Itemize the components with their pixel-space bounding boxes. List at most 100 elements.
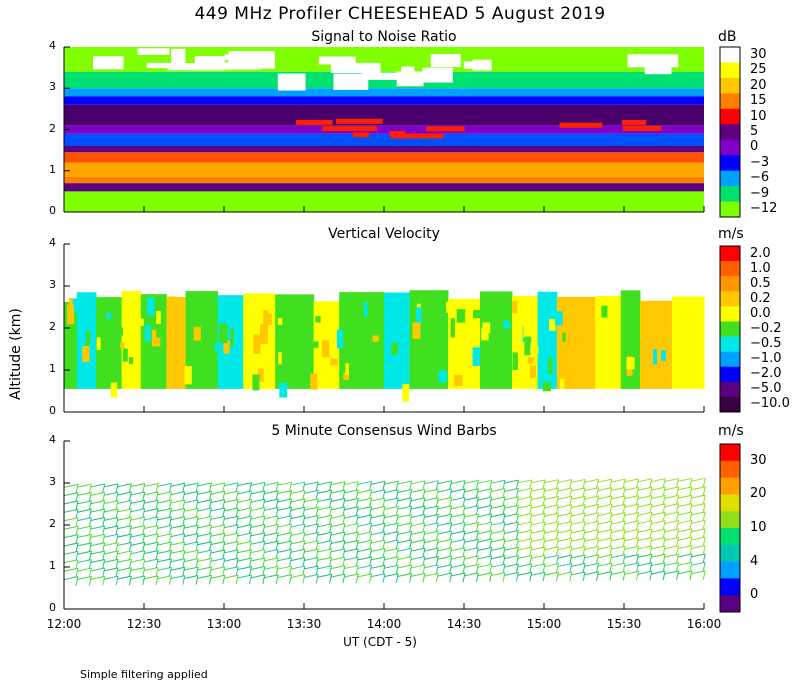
wind-barb-flag	[115, 492, 119, 502]
wind-barb	[584, 478, 599, 483]
wind-barb-flag	[462, 539, 466, 549]
wind-barb-flag	[302, 481, 306, 492]
wind-barb-flag	[689, 520, 693, 530]
wind-barb-flag	[115, 500, 119, 510]
y-tick-label-0-0: 0	[49, 204, 56, 217]
wind-barb-flag	[662, 545, 666, 556]
colorbar-label-0-2: 20	[750, 77, 767, 93]
wind-barb-flag	[75, 568, 79, 578]
wind-barb-flag	[168, 575, 172, 585]
wind-barb-flag	[75, 576, 79, 586]
wind-barb-flag	[502, 505, 506, 515]
wind-barb-flag	[275, 499, 279, 509]
wind-barb-flag	[248, 499, 252, 509]
wind-barb-flag	[689, 537, 693, 547]
wind-barb-flag	[369, 573, 373, 583]
wind-barb	[691, 477, 706, 482]
y-tick-label-0-1: 1	[49, 162, 56, 176]
wind-barb-flag	[395, 548, 399, 558]
wind-barb-flag	[302, 523, 306, 534]
colorbar-segment-1-3	[720, 291, 740, 307]
wind-barb-flag	[649, 478, 653, 488]
wind-barb-flag	[382, 540, 386, 550]
wind-barb-flag	[302, 515, 306, 525]
wind-barb-flag	[502, 538, 506, 549]
wind-barb-flag	[662, 478, 666, 488]
snr-noise-patch	[401, 66, 415, 76]
wind-barb-flag	[635, 512, 639, 522]
wind-barb-flag	[475, 505, 479, 515]
wind-barb-flag	[529, 513, 533, 523]
vv-fleck	[129, 357, 134, 365]
wind-barb-flag	[515, 563, 519, 574]
wind-barb-flag	[168, 483, 172, 493]
wind-barb-flag	[676, 528, 679, 539]
vv-column-9	[275, 294, 315, 389]
wind-barb	[117, 483, 132, 488]
wind-barb-flag	[595, 529, 599, 539]
wind-barb-flag	[155, 500, 159, 510]
wind-barb-flag	[555, 496, 559, 506]
wind-barb-flag	[235, 524, 239, 534]
wind-barb-flag	[435, 522, 439, 532]
wind-barb-flag	[662, 537, 666, 547]
wind-barb-flag	[235, 490, 239, 501]
colorbar-segment-2-0	[720, 444, 740, 462]
vv-fleck	[549, 318, 556, 331]
wind-barb-flag	[128, 542, 132, 552]
wind-barb-flag	[262, 532, 266, 542]
wind-barb-flag	[155, 516, 159, 527]
snr-noise-patch	[430, 53, 461, 68]
wind-barb-flag	[662, 562, 666, 572]
vv-fleck	[68, 297, 73, 308]
wind-barb-flag	[529, 563, 533, 574]
wind-barb-flag	[582, 496, 586, 506]
wind-barb-flag	[635, 504, 639, 514]
wind-barb-flag	[195, 533, 199, 543]
wind-barb-flag	[542, 538, 546, 548]
wind-barb-flag	[676, 545, 679, 555]
vv-fleck	[559, 378, 565, 389]
wind-barb	[570, 478, 586, 483]
wind-barb-flag	[329, 515, 333, 525]
wind-barb-flag	[342, 506, 346, 517]
x-tick-label-15:30: 15:30	[606, 617, 642, 631]
vv-fleck	[156, 311, 161, 324]
wind-barb-flag	[248, 558, 252, 568]
wind-barb-flag	[355, 498, 359, 508]
vv-fleck	[481, 327, 489, 341]
wind-barb-flag	[75, 484, 79, 494]
y-axis-label: Altitude (km)	[8, 308, 24, 400]
wind-barb-flag	[222, 549, 226, 560]
wind-barb-flag	[462, 522, 466, 532]
wind-barb-flag	[142, 575, 146, 586]
wind-barb-flag	[75, 542, 79, 553]
wind-barb-flag	[155, 550, 159, 560]
wind-barb-flag	[449, 480, 453, 490]
vv-fleck	[626, 357, 635, 370]
wind-barb-flag	[462, 572, 466, 583]
snr-noise-patch	[137, 48, 170, 55]
wind-barb-flag	[329, 498, 333, 508]
wind-barb-flag	[315, 515, 319, 525]
wind-barb-flag	[88, 534, 92, 544]
vv-fleck	[516, 371, 520, 386]
wind-barb-flag	[88, 509, 92, 519]
wind-barb	[344, 481, 359, 486]
colorbar-segment-0-10	[720, 201, 740, 218]
colorbar-label-0-9: −9	[750, 185, 770, 201]
wind-barb-flag	[168, 567, 172, 577]
wind-barb-flag	[422, 564, 426, 575]
wind-barb-flag	[248, 507, 252, 517]
wind-barb-flag	[635, 478, 639, 489]
wind-barb-flag	[248, 541, 252, 551]
wind-barb-flag	[168, 508, 172, 518]
wind-barb-flag	[435, 480, 439, 490]
wind-barb-flag	[395, 481, 399, 491]
wind-barb-flag	[676, 554, 679, 564]
wind-barb-flag	[435, 556, 439, 566]
wind-barb-flag	[542, 513, 546, 523]
wind-barb-flag	[462, 514, 466, 524]
wind-barb	[130, 483, 145, 488]
wind-barb-flag	[182, 575, 186, 585]
